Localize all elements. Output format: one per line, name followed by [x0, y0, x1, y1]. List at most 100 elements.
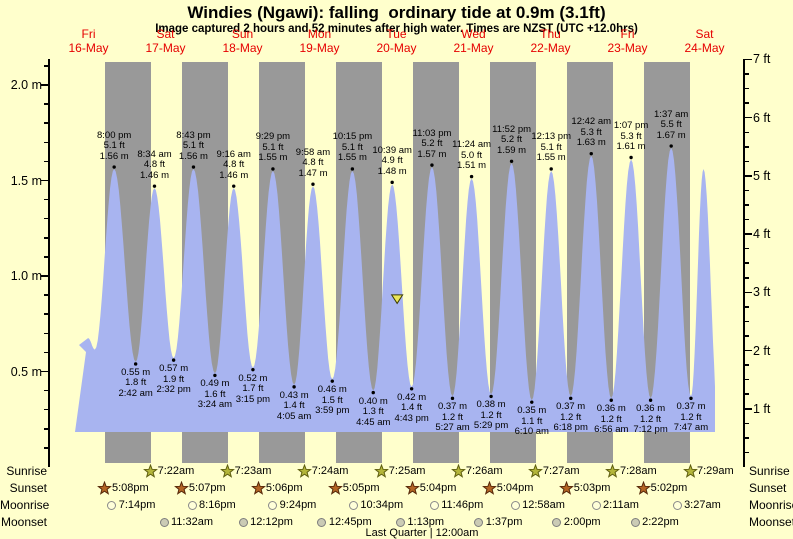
axis-tick [745, 422, 749, 425]
axis-tick [745, 364, 749, 366]
day-label: Fri 23-May [607, 27, 648, 55]
axis-tick [44, 65, 48, 67]
astro-time: 7:26am [465, 464, 503, 477]
astro-time: 7:24am [311, 464, 349, 477]
astro-time: 2:00pm [563, 515, 601, 528]
sunset-star-icon [636, 480, 652, 495]
moonrise-circle-icon [268, 500, 278, 510]
astro-time: 5:06pm [265, 481, 303, 494]
axis-tick [44, 294, 48, 296]
day-label: Sat 17-May [145, 27, 186, 55]
axis-tick [41, 370, 48, 373]
tide-point-dot [171, 358, 176, 362]
astro-time: 10:34pm [360, 498, 404, 511]
moonset-row-label: Moonset [749, 515, 793, 529]
day-label: Sat 24-May [684, 27, 725, 55]
sunrise-star-icon [682, 463, 698, 478]
sunset-star-icon [482, 480, 498, 495]
axis-tick [41, 275, 48, 277]
sunrise-star-icon [605, 463, 621, 478]
high-tide-annotation: 8:43 pm 5.1 ft 1.56 m [176, 129, 211, 162]
day-label: Mon 19-May [299, 27, 340, 55]
y-axis-right-line [743, 59, 745, 467]
day-label: Wed 21-May [453, 27, 494, 55]
low-tide-annotation: 0.40 m 1.3 ft 4:45 am [356, 395, 391, 428]
y-axis-right-label: 1 ft [753, 401, 771, 416]
y-axis-right-label: 5 ft [753, 168, 771, 183]
axis-tick [745, 116, 752, 119]
axis-tick [44, 428, 48, 430]
low-tide-annotation: 0.46 m 1.5 ft 3:59 pm [315, 384, 350, 417]
axis-tick [745, 335, 749, 337]
axis-tick [44, 332, 48, 335]
chart-subtitle: Image captured 2 hours and 52 minutes af… [155, 23, 638, 35]
axis-tick [745, 393, 749, 395]
astro-time: 5:04pm [419, 481, 457, 494]
low-tide-annotation: 0.36 m 1.2 ft 7:12 pm [633, 403, 668, 436]
axis-tick [745, 437, 749, 439]
high-tide-annotation: 11:52 pm 5.2 ft 1.59 m [492, 123, 532, 156]
astro-time: 12:12pm [250, 515, 293, 528]
axis-tick [745, 247, 749, 250]
astro-time: 11:32am [171, 515, 213, 528]
day-label: Fri 16-May [68, 27, 109, 55]
sunset-row-label: Sunset [9, 481, 47, 495]
tide-point-dot [629, 155, 633, 160]
astro-time: 9:24pm [279, 498, 317, 511]
axis-tick [745, 233, 752, 235]
high-tide-annotation: 9:58 am 4.8 ft 1.47 m [295, 146, 331, 179]
high-tide-annotation: 11:03 pm 5.2 ft 1.57 m [412, 127, 452, 160]
axis-tick [745, 320, 749, 323]
night-band [104, 62, 151, 463]
low-tide-annotation: 0.38 m 1.2 ft 5:29 pm [473, 399, 509, 432]
y-axis-right-label: 2 ft [753, 343, 771, 358]
axis-tick [41, 179, 48, 182]
axis-tick [745, 306, 749, 308]
astro-time: 7:14pm [118, 498, 156, 511]
moonrise-circle-icon [672, 500, 682, 510]
tide-point-dot [469, 174, 474, 179]
axis-tick [745, 58, 752, 61]
axis-tick [44, 198, 48, 201]
astro-time: 7:25am [388, 464, 426, 477]
moonrise-circle-icon [348, 500, 358, 510]
axis-tick [44, 160, 48, 163]
moonset-circle-icon [630, 517, 640, 527]
y-axis-right-label: 4 ft [753, 227, 771, 242]
moonset-circle-icon [395, 517, 405, 527]
moonset-circle-icon [159, 517, 169, 527]
axis-tick [44, 389, 48, 392]
axis-tick [44, 237, 48, 239]
axis-tick [745, 378, 749, 381]
astro-time: 11:46pm [441, 498, 484, 511]
moonset-circle-icon [474, 517, 484, 527]
axis-tick [745, 131, 749, 133]
y-axis-left-label: 0.5 m [10, 364, 42, 379]
tide-point-dot [152, 184, 157, 188]
astro-time: 2:11am [603, 498, 639, 511]
y-axis-left-label: 2.0 m [10, 78, 42, 92]
tide-point-dot [390, 180, 394, 185]
low-tide-annotation: 0.42 m 1.4 ft 4:43 pm [394, 391, 429, 424]
sunrise-row-label: Sunrise [6, 464, 47, 478]
astro-time: 5:08pm [111, 481, 149, 494]
moonrise-row-label: Moonrise [749, 498, 793, 512]
astro-time: 7:28am [619, 464, 657, 477]
low-tide-annotation: 0.57 m 1.9 ft 2:32 pm [156, 363, 191, 396]
y-axis-left-label: 1.0 m [10, 269, 42, 283]
chart-title: Windies (Ngawi): falling ordinary tide a… [187, 3, 606, 22]
axis-tick [745, 349, 752, 352]
axis-tick [745, 291, 752, 294]
sunrise-star-icon [374, 463, 390, 478]
axis-tick [745, 218, 749, 221]
high-tide-annotation: 9:16 am 4.8 ft 1.46 m [216, 148, 251, 181]
high-tide-annotation: 8:00 pm 5.1 ft 1.56 m [96, 129, 132, 162]
axis-tick [745, 175, 752, 177]
low-tide-annotation: 0.49 m 1.6 ft 3:24 am [197, 378, 233, 411]
low-tide-annotation: 0.37 m 1.2 ft 7:47 am [673, 401, 709, 434]
astro-time: 5:07pm [188, 481, 226, 494]
y-axis-right-label: 3 ft [753, 285, 771, 300]
moonrise-circle-icon [429, 500, 439, 510]
axis-tick [745, 277, 749, 279]
moonrise-circle-icon [187, 500, 197, 510]
